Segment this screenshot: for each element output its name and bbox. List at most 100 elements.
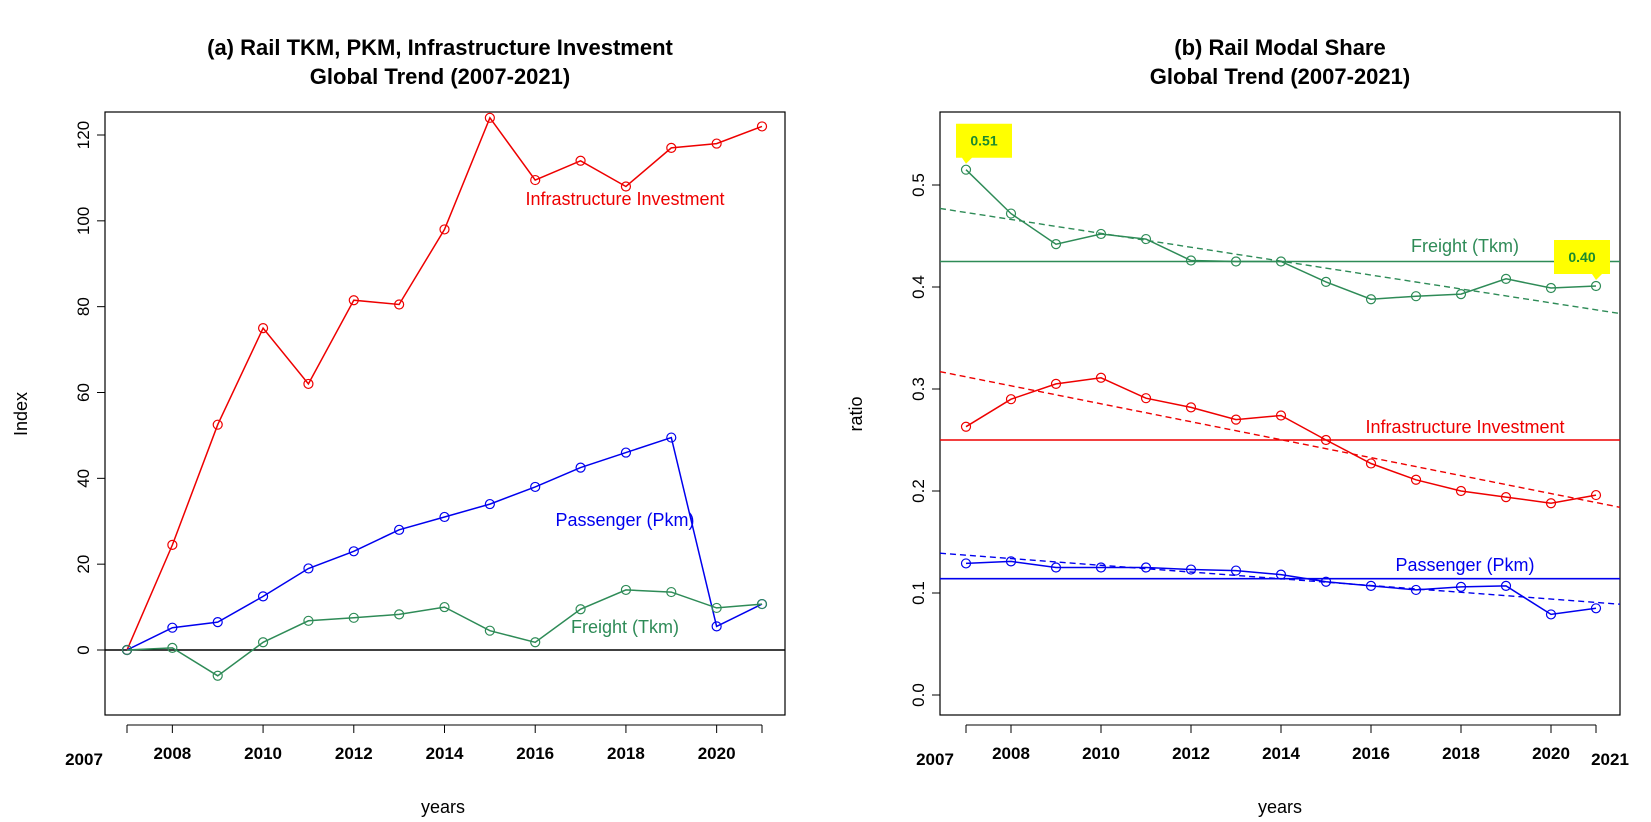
trend-line [939, 370, 1621, 509]
chart-title-line1: (a) Rail TKM, PKM, Infrastructure Invest… [207, 35, 673, 60]
x-tick-label: 2016 [516, 744, 554, 763]
data-point [530, 174, 541, 186]
axes: 2008 2010 2012 2014 2016 2018 2020 2007 0 20 40 60 8… [65, 121, 763, 769]
callout-label: 0.40 [1568, 249, 1595, 265]
data-point [1590, 603, 1602, 614]
callout-label: 0.51 [970, 133, 997, 149]
x-tick-label: 2007 [916, 750, 954, 769]
callout-box [956, 123, 1012, 164]
data-point [212, 617, 223, 628]
data-point [575, 462, 586, 473]
data-point [575, 604, 586, 615]
y-tick-label: 80 [74, 297, 93, 316]
chart-panel-a: (a) Rail TKM, PKM, Infrastructure Invest… [11, 35, 786, 817]
data-point [167, 539, 178, 550]
data-point [711, 138, 722, 149]
data-point [348, 612, 359, 623]
data-point [1320, 576, 1332, 587]
data-point [121, 644, 133, 656]
y-tick-label: 0.0 [909, 683, 928, 707]
x-tick-label: 2008 [153, 744, 191, 763]
x-tick-label: 2008 [992, 744, 1030, 763]
series-label-freight: Freight (Tkm) [1411, 236, 1519, 256]
x-tick-label: 2016 [1352, 744, 1390, 763]
data-point [711, 621, 722, 632]
y-tick-label: 60 [74, 383, 93, 402]
data-point [960, 421, 972, 432]
data-point [530, 481, 541, 493]
x-tick-label: 2007 [65, 750, 103, 769]
data-point [1320, 434, 1332, 446]
x-tick-label: 2020 [698, 744, 736, 763]
chart-title-line2: Global Trend (2007-2021) [1150, 64, 1410, 89]
data-point [756, 598, 768, 610]
data-point [1275, 256, 1287, 267]
data-point [960, 558, 972, 569]
data-point [257, 323, 269, 334]
data-point [167, 642, 178, 653]
data-point [484, 112, 495, 123]
x-tick-label: 2010 [244, 744, 282, 763]
data-point [303, 615, 314, 626]
x-tick-label: 2020 [1532, 744, 1570, 763]
series-group [105, 112, 785, 681]
x-tick-label: 2012 [1172, 744, 1210, 763]
data-point [1095, 228, 1107, 240]
callout-box [1554, 239, 1610, 280]
data-point [1185, 564, 1197, 575]
y-tick-label: 0 [74, 645, 93, 654]
data-point [1455, 485, 1467, 497]
y-tick-label: 0.3 [909, 377, 928, 401]
series-line [126, 589, 763, 677]
data-point [1005, 208, 1017, 219]
data-point [1050, 239, 1062, 250]
data-point [1590, 489, 1602, 501]
data-point [1410, 584, 1422, 596]
data-point [620, 447, 632, 458]
data-point [394, 609, 405, 620]
y-tick-label: 120 [74, 121, 93, 149]
series-label-infrastructure: Infrastructure Investment [525, 189, 724, 209]
data-point [257, 637, 269, 648]
data-point [1500, 580, 1512, 591]
series-label-infrastructure: Infrastructure Investment [1365, 417, 1564, 437]
y-axis-label: ratio [846, 396, 866, 431]
x-tick-label: 2018 [607, 744, 645, 763]
x-tick-label: 2014 [426, 744, 464, 763]
data-point [257, 591, 269, 602]
chart-panel-b: (b) Rail Modal Share Global Trend (2007-… [846, 35, 1629, 817]
series-label-freight: Freight (Tkm) [571, 617, 679, 637]
x-tick-label: 2021 [1591, 750, 1629, 769]
data-point [1050, 562, 1062, 573]
data-point [303, 378, 314, 390]
y-tick-label: 0.2 [909, 479, 928, 503]
data-point [1095, 372, 1107, 383]
chart-title-line2: Global Trend (2007-2021) [310, 64, 570, 89]
data-point [348, 546, 359, 557]
data-point [1500, 492, 1512, 503]
data-point [711, 602, 722, 614]
x-axis-label: years [421, 797, 465, 817]
series-label-passenger: Passenger (Pkm) [555, 510, 694, 530]
data-point [439, 224, 450, 235]
data-point [1140, 233, 1152, 245]
x-axis-label: years [1258, 797, 1302, 817]
chart-title-line1: (b) Rail Modal Share [1174, 35, 1385, 60]
data-point [1545, 498, 1557, 509]
data-point [439, 511, 450, 523]
series-line [126, 116, 763, 651]
data-point [303, 563, 314, 574]
data-point [1545, 609, 1557, 620]
plot-frame [939, 111, 1621, 716]
data-point [484, 625, 495, 636]
series-group [939, 164, 1621, 620]
series-line [965, 560, 1597, 616]
y-tick-label: 0.4 [909, 275, 928, 299]
data-point [394, 524, 405, 535]
x-tick-label: 2010 [1082, 744, 1120, 763]
data-point [484, 498, 495, 510]
data-point [1140, 562, 1152, 573]
data-point [1410, 474, 1422, 485]
y-axis-label: Index [11, 392, 31, 436]
